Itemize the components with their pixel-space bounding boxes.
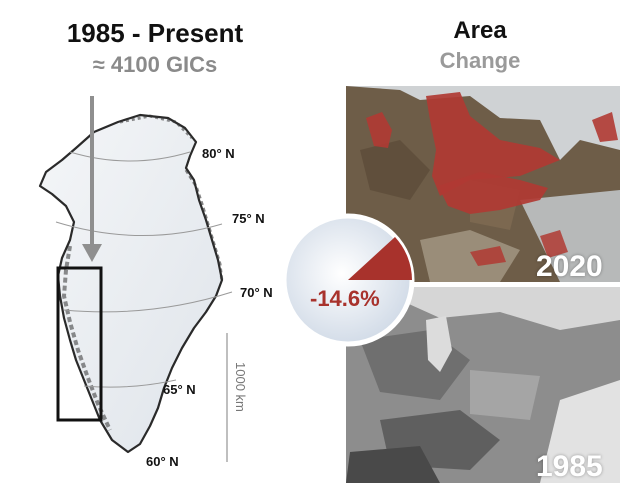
glacier-area-2020 bbox=[426, 92, 560, 196]
latitude-label-75: 75° N bbox=[232, 211, 265, 226]
year-label-1985: 1985 bbox=[536, 450, 603, 483]
year-label-2020: 2020 bbox=[536, 250, 603, 283]
latitude-line-75 bbox=[55, 221, 223, 236]
latitude-label-80: 80° N bbox=[202, 146, 235, 161]
change-percent: -14.6% bbox=[310, 286, 380, 311]
area-subtitle: Change bbox=[439, 48, 521, 73]
latitude-line-70 bbox=[63, 291, 233, 313]
change-pie-slice bbox=[348, 237, 412, 280]
latitude-line-65 bbox=[83, 379, 177, 388]
area-title: Area bbox=[453, 17, 507, 44]
title-main: 1985 - Present bbox=[66, 18, 244, 48]
title-subtitle: ≈ 4100 GICs bbox=[92, 52, 218, 77]
latitude-label-60: 60° N bbox=[146, 454, 179, 469]
scale-label: 1000 km bbox=[233, 362, 248, 412]
greenland-shape bbox=[38, 113, 224, 454]
latitude-label-70: 70° N bbox=[240, 285, 273, 300]
latitude-label-65: 65° N bbox=[163, 382, 196, 397]
study-region-box bbox=[56, 266, 103, 422]
latitude-line-80 bbox=[69, 151, 191, 162]
arrow-head-icon bbox=[82, 244, 102, 262]
